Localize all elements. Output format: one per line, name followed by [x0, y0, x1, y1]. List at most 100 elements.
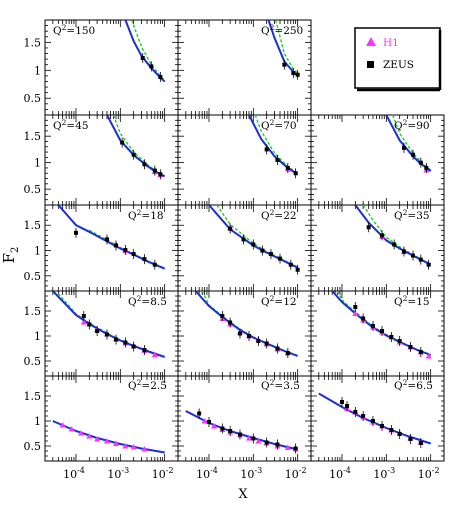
panel-plot-area [124, 20, 166, 83]
h1-point [141, 446, 148, 452]
zeus-point [260, 248, 265, 253]
panel-grid: 0.5 1 1.5 Q2=150 Q2=250 0.5 1 1.5 Q2=45 Q2=70 Q2=9… [24, 19, 445, 481]
legend-box [354, 27, 441, 89]
panel-q2-250: Q2=250 [177, 19, 312, 116]
panel-q2-70: Q2=70 [177, 114, 312, 206]
zeus-point [142, 257, 147, 262]
y-tick-label: 1.5 [24, 390, 42, 403]
panel-plot-area [194, 291, 299, 358]
x-tick-label: 10-3 [240, 466, 262, 481]
x-tick-exponent: -3 [254, 466, 262, 475]
zeus-point [361, 414, 366, 418]
solid-curve [208, 205, 299, 269]
panel-q2-label: Q2=45 [53, 118, 89, 132]
h1-point [80, 319, 87, 325]
zeus-point [264, 341, 269, 346]
zeus-point [295, 267, 300, 272]
h1-point [78, 430, 85, 436]
x-tick-label: 10-3 [107, 466, 129, 481]
panel-plot-area [52, 420, 165, 454]
panel-q2-8_5: 0.5 1 1.5 Q2=8.5 [24, 290, 179, 377]
zeus-point [220, 314, 225, 318]
panel-plot-area [318, 392, 432, 448]
panel-q2-label: Q2=250 [261, 23, 303, 37]
zeus-point [131, 344, 136, 349]
panel-plot-area [354, 205, 432, 270]
panel-plot-area [385, 115, 432, 173]
panel-q2-label: Q2=12 [261, 294, 297, 308]
zeus-point [408, 437, 413, 441]
solid-curve [318, 392, 432, 445]
x-tick-exponent: -2 [432, 466, 440, 475]
y-tick-label: 1 [34, 245, 41, 258]
dashed-curve [52, 420, 165, 454]
zeus-point [408, 345, 413, 349]
zeus-point [380, 329, 385, 333]
panel-q2-label: Q2=70 [261, 118, 297, 132]
zeus-point [418, 350, 423, 354]
zeus-point [251, 436, 256, 441]
panel-q2-150: 0.5 1 1.5 Q2=150 [24, 19, 179, 116]
legend: H1 ZEUS [354, 27, 442, 92]
panel-frame [44, 114, 179, 206]
panel-q2-label: Q2=3.5 [261, 378, 300, 392]
solid-curve [52, 291, 166, 358]
solid-curve [331, 291, 432, 356]
panel-q2-15: Q2=15 [310, 290, 445, 377]
zeus-point [293, 171, 298, 176]
legend-h1-marker [366, 37, 376, 46]
legend-h1-label: H1 [383, 37, 399, 49]
y-tick-label: 0.5 [24, 183, 42, 196]
zeus-point [401, 145, 406, 150]
x-tick-label: 10-2 [418, 466, 440, 481]
panel-q2-label: Q2=90 [394, 118, 430, 132]
zeus-point [418, 257, 423, 262]
y-tick-label: 1.5 [24, 130, 42, 143]
zeus-point [220, 426, 225, 431]
x-tick-exponent: -3 [121, 466, 129, 475]
h1-point [246, 435, 253, 441]
panel-plot-area [267, 20, 300, 80]
solid-curve [185, 410, 298, 451]
panel-q2-label: Q2=8.5 [128, 294, 167, 308]
x-tick-label: 10-4 [196, 466, 218, 481]
zeus-point [120, 140, 125, 145]
x-tick-exponent: -4 [77, 466, 85, 475]
zeus-point [288, 262, 293, 267]
x-tick-label: 10-4 [329, 466, 351, 481]
solid-curve [52, 420, 165, 454]
legend-zeus-label: ZEUS [383, 59, 414, 71]
panel-q2-label: Q2=2.5 [128, 378, 167, 392]
panel-plot-area [331, 291, 432, 359]
x-tick-label: 10-3 [373, 466, 395, 481]
h1-point [59, 422, 66, 428]
panel-q2-label: Q2=6.5 [394, 378, 433, 392]
dashed-curve [275, 20, 299, 74]
zeus-point [411, 152, 416, 157]
x-axis-label: X [238, 487, 248, 502]
panel-q2-label: Q2=22 [261, 208, 297, 222]
y-tick-label: 1.5 [24, 305, 42, 318]
y-tick-label: 1 [34, 330, 41, 343]
zeus-point [140, 56, 145, 60]
zeus-point [278, 256, 283, 261]
zeus-point [291, 71, 296, 76]
zeus-point [389, 428, 394, 432]
zeus-point [366, 225, 371, 230]
zeus-point [295, 72, 300, 77]
x-tick-label: 10-4 [63, 466, 85, 481]
dashed-curve [318, 392, 431, 445]
zeus-point [123, 248, 128, 253]
zeus-point [123, 340, 128, 345]
h1-point [113, 440, 120, 446]
zeus-point [104, 237, 109, 242]
y-tick-label: 1.5 [24, 219, 42, 232]
y-axis-label: F2 [0, 247, 21, 264]
y-tick-label: 0.5 [24, 440, 42, 453]
x-tick-label: 10-2 [152, 466, 174, 481]
zeus-point [361, 316, 366, 321]
panel-frame [310, 375, 445, 462]
zeus-point [392, 242, 397, 247]
dashed-curve [185, 410, 298, 451]
zeus-point [152, 168, 157, 173]
